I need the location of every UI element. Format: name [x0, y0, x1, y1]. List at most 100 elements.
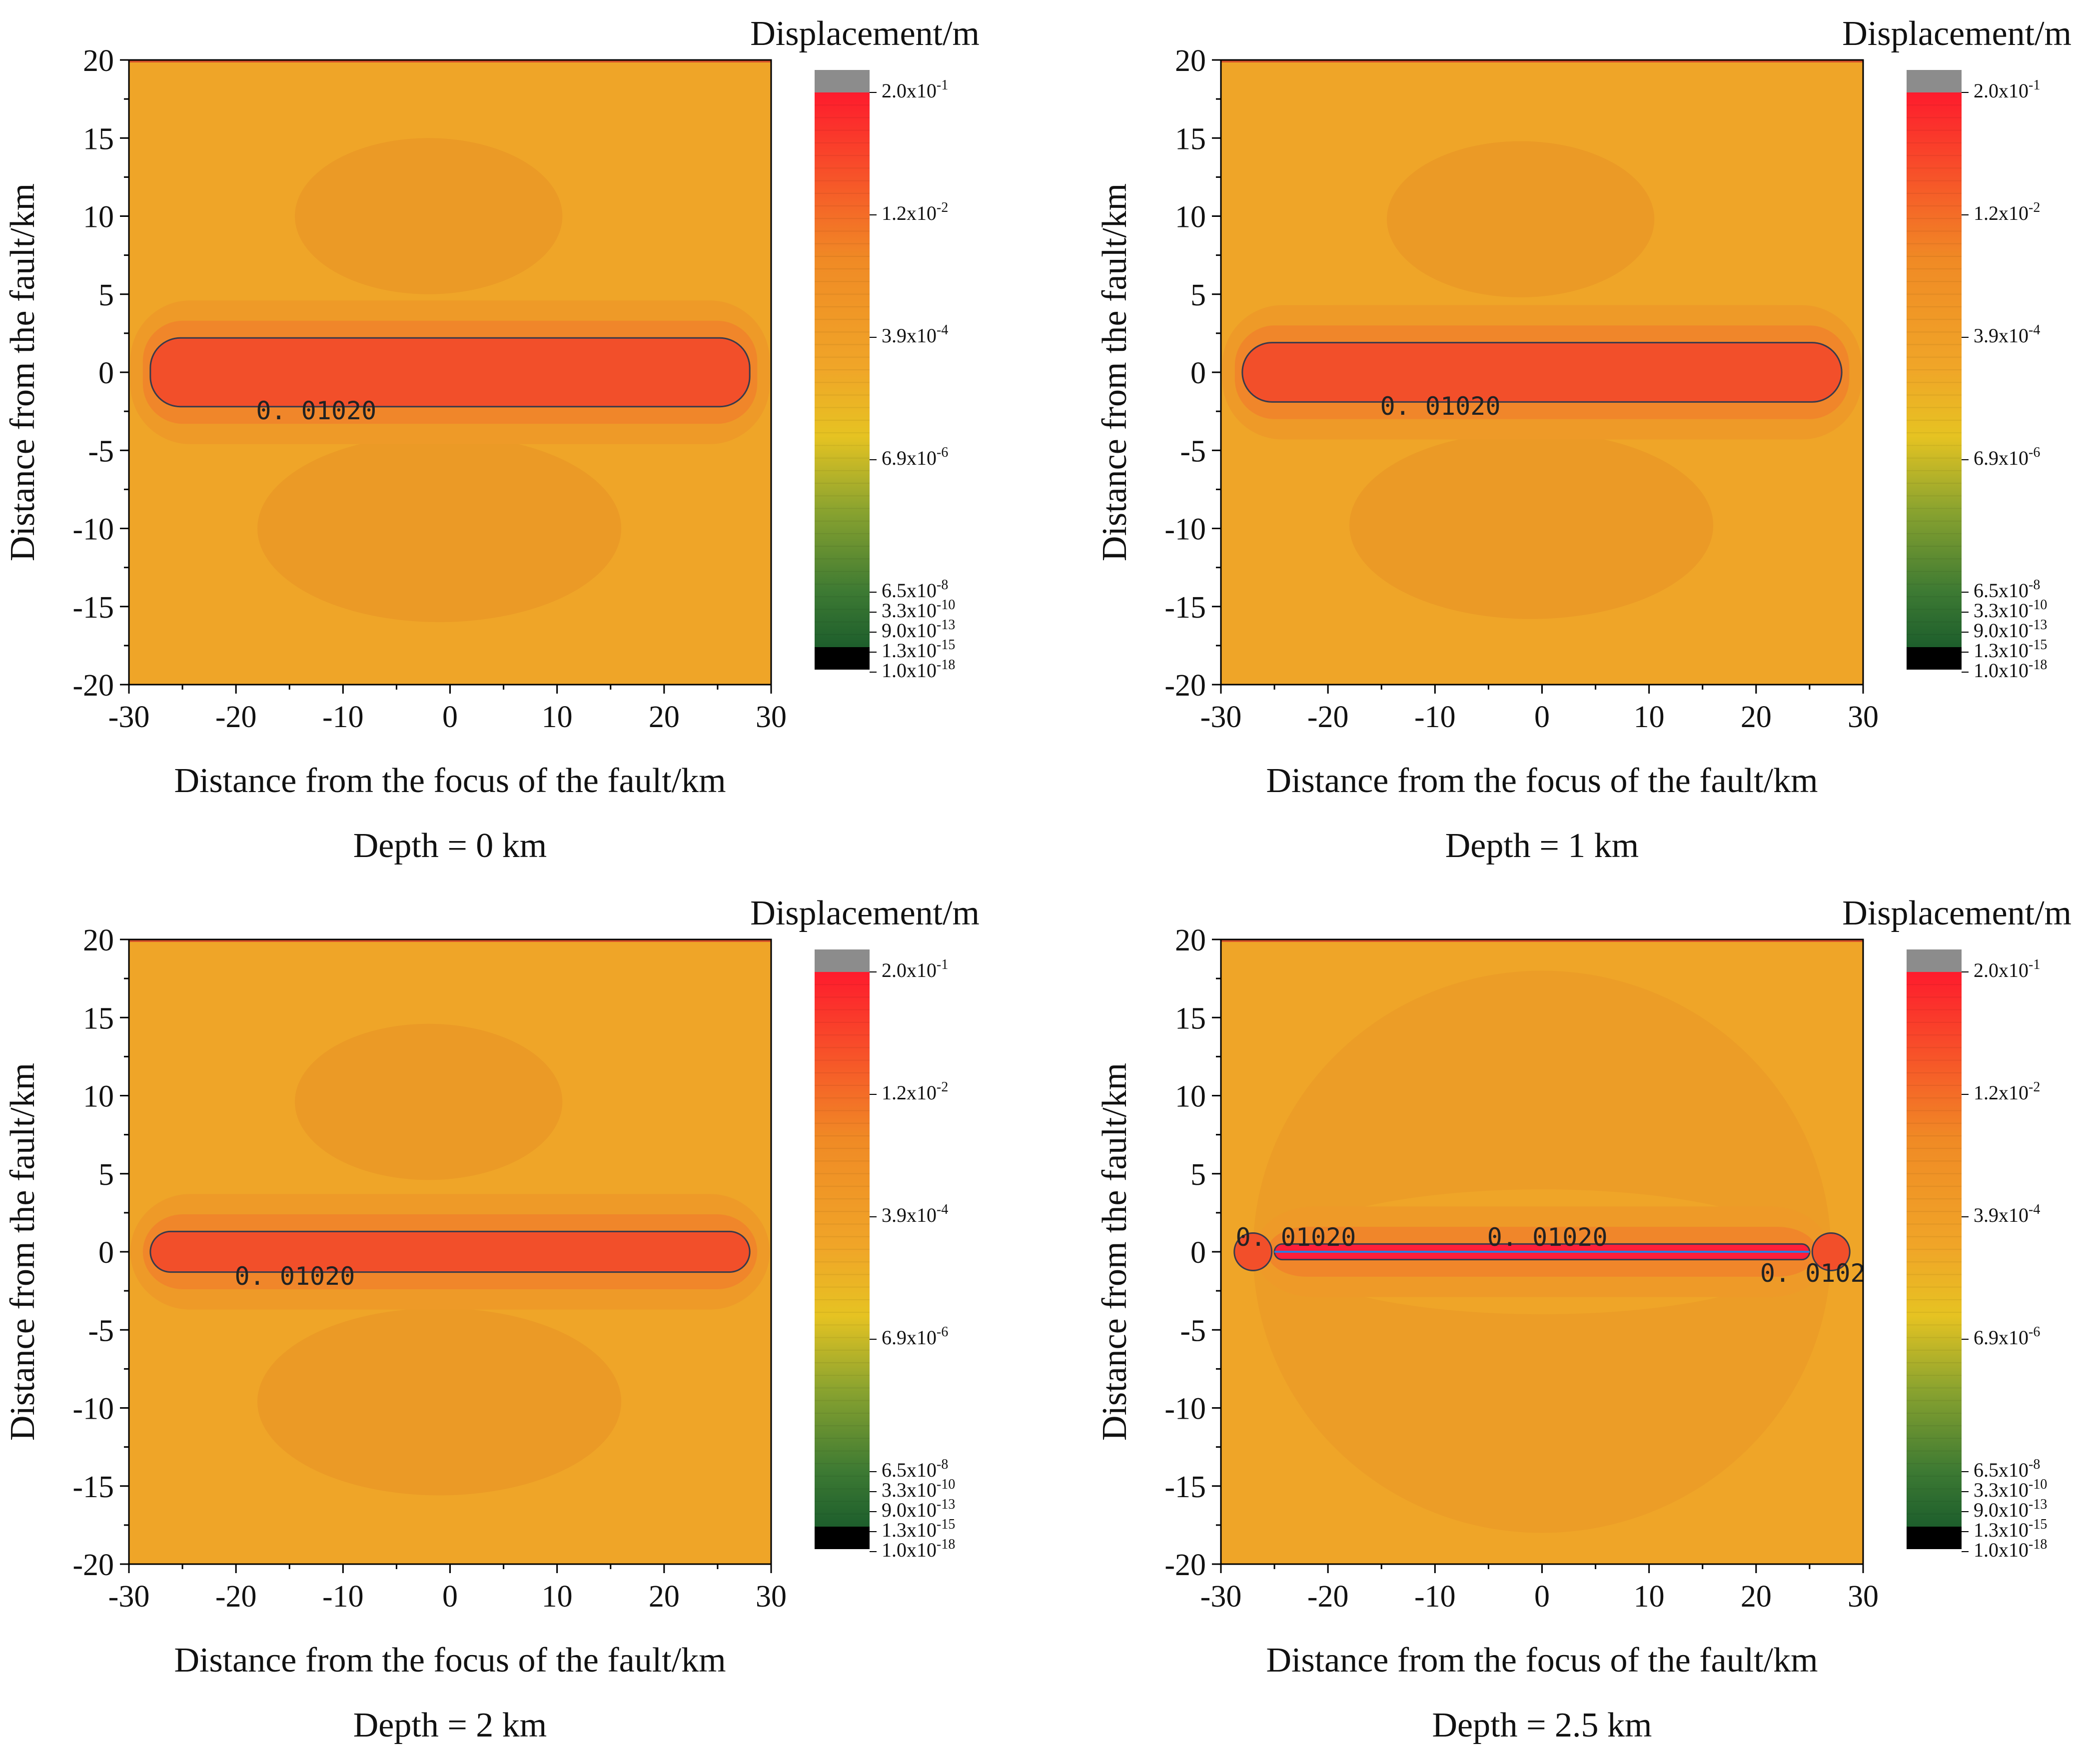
- x-tick-label: 30: [756, 700, 787, 734]
- upper-lobe: [294, 1023, 563, 1180]
- lower-lobe: [1349, 431, 1714, 619]
- x-tick-label: -30: [108, 1580, 150, 1614]
- colorbar-label: 1.0x10-18: [882, 1537, 955, 1561]
- colorbar-gradient: [1907, 972, 1962, 1527]
- colorbar-label: 3.9x10-4: [882, 1202, 948, 1226]
- colorbar-title: Displacement/m: [750, 894, 980, 932]
- y-tick-label: 15: [83, 1001, 114, 1035]
- x-tick-label: 20: [649, 1580, 680, 1614]
- y-tick-label: -20: [72, 1548, 114, 1582]
- y-tick-label: -20: [1164, 1548, 1206, 1582]
- colorbar-title: Displacement/m: [1842, 894, 2072, 932]
- x-tick-label: 30: [1848, 1580, 1879, 1614]
- upper-lobe: [294, 138, 563, 294]
- y-tick-label: 5: [1190, 1158, 1206, 1192]
- colorbar-label: 1.0x10-18: [1974, 657, 2047, 682]
- y-tick-label: 10: [1175, 1080, 1206, 1114]
- x-tick-label: 0: [442, 1580, 458, 1614]
- x-tick-label: -20: [215, 700, 257, 734]
- colorbar-label: 6.5x10-8: [1974, 1457, 2040, 1481]
- top-edge-band: [1221, 939, 1863, 942]
- colorbar-label: 2.0x10-1: [882, 957, 948, 981]
- colorbar-label: 1.2x10-2: [882, 200, 948, 224]
- heatmap-field: 0. 01020: [129, 939, 771, 1564]
- colorbar-label: 1.0x10-18: [882, 657, 955, 682]
- colorbar-label: 6.9x10-6: [1974, 1324, 2040, 1349]
- y-tick-label: 5: [98, 278, 114, 312]
- colorbar-gradient: [1907, 92, 1962, 647]
- colorbar-label: 3.3x10-10: [882, 597, 955, 622]
- y-tick-label: -20: [1164, 669, 1206, 703]
- colorbar-label: 1.3x10-15: [882, 1517, 955, 1541]
- colorbar-label: 3.9x10-4: [882, 322, 948, 347]
- colorbar-under-swatch: [1907, 647, 1962, 670]
- colorbar-label: 6.5x10-8: [882, 1457, 948, 1481]
- colorbar-label: 9.0x10-13: [882, 617, 955, 642]
- y-axis-label: Distance from the fault/km: [1095, 183, 1134, 561]
- x-axis-label: Distance from the focus of the fault/km: [174, 762, 726, 800]
- contour-label: 0. 01020: [1380, 392, 1501, 421]
- upper-lobe: [1386, 141, 1655, 297]
- colorbar: Displacement/m 2.0x10-1 1.2x10-2 3.9x10-4 6.…: [1842, 14, 2072, 682]
- colorbar-over-swatch: [1907, 949, 1962, 972]
- colorbar-label: 6.9x10-6: [882, 1324, 948, 1349]
- y-tick-label: -10: [72, 513, 114, 547]
- heatmap-field: 0. 01020 0. 01020 0. 01020: [1221, 939, 1863, 1564]
- colorbar-label: 2.0x10-1: [1974, 77, 2040, 102]
- x-tick-label: 0: [442, 700, 458, 734]
- x-tick-label: 30: [1848, 700, 1879, 734]
- colorbar-over-swatch: [815, 949, 870, 972]
- colorbar-label: 1.3x10-15: [1974, 1517, 2047, 1541]
- y-tick-label: -10: [1164, 1392, 1206, 1426]
- y-tick-label: 15: [83, 122, 114, 156]
- y-tick-label: -5: [1180, 434, 1206, 468]
- chart-panel-1: 0. 01020-30 -20 -10 0 10 20 3020151050-5-10-15…: [3, 14, 980, 865]
- colorbar-label: 2.0x10-1: [1974, 957, 2040, 981]
- colorbar-under-swatch: [815, 647, 870, 670]
- fault-zone-contour: [149, 1230, 751, 1273]
- contour-label: 0. 01020: [1487, 1223, 1608, 1252]
- colorbar-over-swatch: [1907, 70, 1962, 92]
- y-tick-label: 10: [83, 1080, 114, 1114]
- x-tick-label: -10: [322, 700, 364, 734]
- y-axis-label: Distance from the fault/km: [1095, 1063, 1134, 1441]
- x-tick-label: 10: [1634, 700, 1665, 734]
- y-tick-label: 10: [1175, 200, 1206, 234]
- colorbar-label: 9.0x10-13: [1974, 1497, 2047, 1521]
- x-tick-label: -20: [215, 1580, 257, 1614]
- y-axis-label: Distance from the fault/km: [3, 183, 42, 561]
- y-tick-label: 0: [98, 356, 114, 390]
- y-tick-label: -15: [72, 1470, 114, 1504]
- x-tick-label: 10: [542, 700, 573, 734]
- top-edge-band: [1221, 60, 1863, 62]
- colorbar-label: 2.0x10-1: [882, 77, 948, 102]
- x-tick-label: 20: [1741, 700, 1772, 734]
- colorbar-label: 6.9x10-6: [882, 445, 948, 469]
- top-edge-band: [129, 60, 771, 62]
- colorbar: Displacement/m 2.0x10-1 1.2x10-2 3.9x10-4 6.…: [750, 14, 980, 682]
- colorbar-label: 6.5x10-8: [1974, 577, 2040, 602]
- top-edge-band: [129, 939, 771, 942]
- contour-label: 0. 01020: [235, 1262, 355, 1291]
- x-tick-label: 10: [1634, 1580, 1665, 1614]
- heatmap-field: 0. 01020: [1221, 60, 1863, 685]
- colorbar-gradient: [815, 92, 870, 647]
- y-tick-label: -15: [72, 591, 114, 625]
- x-tick-label: -20: [1307, 700, 1349, 734]
- lower-lobe: [257, 435, 622, 622]
- y-tick-label: -15: [1164, 591, 1206, 625]
- colorbar-label: 6.9x10-6: [1974, 445, 2040, 469]
- fault-end-right: [1811, 1232, 1851, 1271]
- x-tick-label: -20: [1307, 1580, 1349, 1614]
- colorbar-label: 1.2x10-2: [1974, 200, 2040, 224]
- y-tick-label: 10: [83, 200, 114, 234]
- y-tick-label: -5: [1180, 1314, 1206, 1348]
- x-tick-label: -10: [1414, 1580, 1456, 1614]
- colorbar-label: 1.2x10-2: [882, 1079, 948, 1104]
- x-tick-label: -10: [1414, 700, 1456, 734]
- fault-zone-contour: [149, 337, 751, 408]
- x-tick-label: -30: [1200, 1580, 1242, 1614]
- x-tick-label: 0: [1534, 1580, 1550, 1614]
- fault-end-left: [1233, 1232, 1273, 1271]
